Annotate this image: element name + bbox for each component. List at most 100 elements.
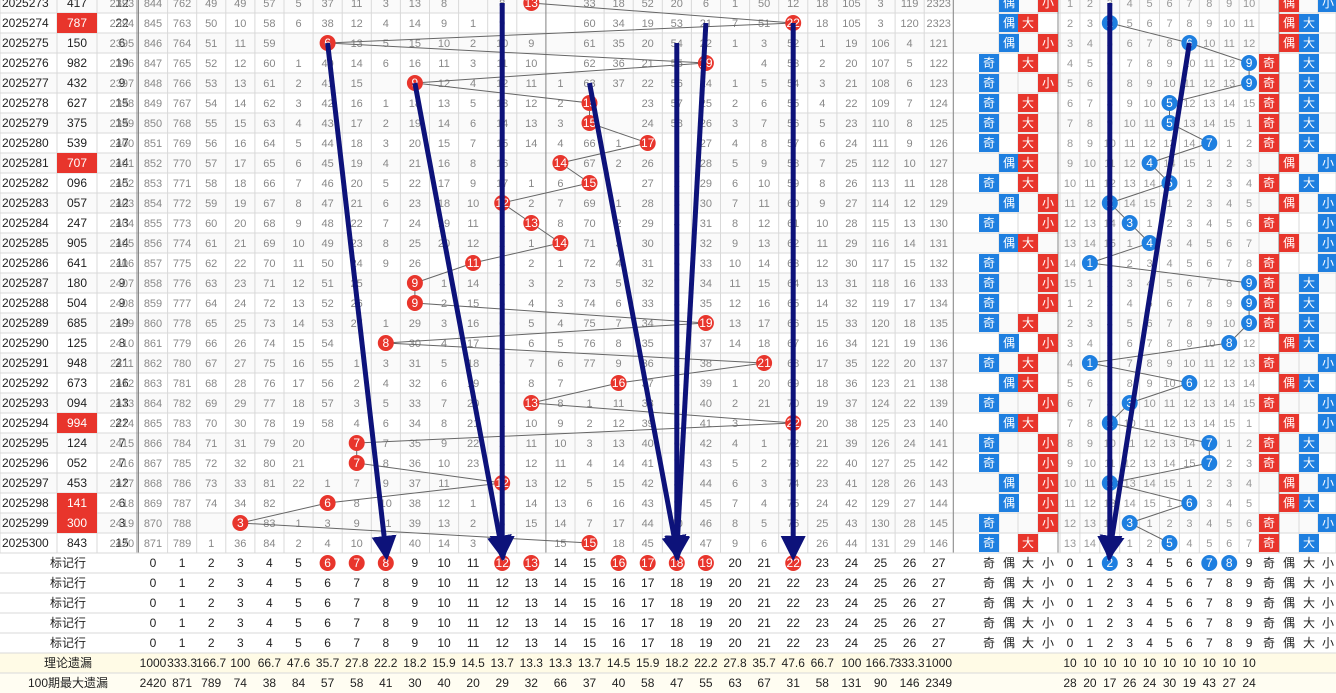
miss-cell: 14 — [554, 518, 566, 530]
miss-cell: 31 — [234, 438, 246, 450]
tail-miss-cell: 1 — [1246, 418, 1252, 430]
miss-cell: 129 — [930, 198, 948, 210]
miss-cell: 27 — [700, 138, 712, 150]
bs-label: 小 — [1042, 256, 1054, 270]
mark-sum-cell: 6 — [324, 636, 331, 650]
stats-sum-cell: 131 — [841, 676, 861, 690]
tail-bs-label: 小 — [1322, 156, 1334, 170]
tail-oe-cell — [1279, 14, 1299, 32]
sum-ball — [523, 215, 540, 231]
tail-miss-cell: 11 — [1164, 398, 1175, 410]
number-cell: 843 — [67, 536, 87, 550]
tail-miss-cell: 8 — [1087, 418, 1093, 430]
miss-cell: 13 — [903, 218, 915, 230]
period-cell: 2025284 — [2, 216, 49, 230]
miss-cell: 5 — [383, 178, 389, 190]
period-cell: 2025275 — [2, 36, 49, 50]
mark-sum-cell: 14 — [554, 556, 568, 570]
miss-cell: 11 — [438, 58, 449, 70]
miss-cell: 10 — [903, 158, 915, 170]
mark-tail-cell: 0 — [1067, 596, 1074, 610]
miss-cell: 17 — [351, 118, 363, 130]
tail-bs-cell — [1318, 354, 1336, 372]
mark-sum-cell: 12 — [496, 556, 510, 570]
mark-sum-cell: 15 — [583, 596, 597, 610]
tail-miss-cell: 13 — [1124, 178, 1136, 190]
mark-oebs-cell: 大 — [1022, 556, 1034, 570]
tail-miss-cell: 12 — [1064, 218, 1076, 230]
stats-sum-cell: 18.2 — [665, 656, 689, 670]
number-cell: 094 — [67, 396, 87, 410]
miss-cell: 67 — [263, 198, 275, 210]
sum-cell: 19 — [115, 56, 129, 70]
miss-cell: 13 — [438, 518, 450, 530]
tail-miss-cell: 3 — [1206, 198, 1212, 210]
miss-cell: 12 — [554, 478, 566, 490]
miss-cell: 81 — [263, 478, 275, 490]
sum-ball — [348, 435, 365, 451]
miss-cell: 122 — [871, 358, 889, 370]
miss-cell: 24 — [845, 138, 857, 150]
stats-sum-cell: 66.7 — [258, 656, 282, 670]
oe-label: 偶 — [1003, 36, 1015, 50]
tail-miss-cell: 14 — [1124, 498, 1136, 510]
stats-tail-cell: 10 — [1242, 656, 1256, 670]
miss-cell: 3 — [528, 278, 534, 290]
tail-oe-cell — [1259, 94, 1279, 112]
miss-cell: 61 — [583, 38, 595, 50]
tail-ball — [1161, 95, 1178, 111]
miss-cell: 4 — [761, 498, 767, 510]
mark-sum-cell: 19 — [699, 616, 713, 630]
stats-sum-cell: 84 — [292, 676, 306, 690]
miss-cell: 16 — [292, 358, 304, 370]
miss-cell: 8 — [441, 418, 447, 430]
miss-cell: 11 — [235, 38, 246, 50]
miss-cell: 16 — [467, 318, 479, 330]
tail-miss-cell: 11 — [1184, 78, 1195, 90]
mark-tail-cell: 3 — [1126, 636, 1133, 650]
miss-cell: 7 — [732, 198, 738, 210]
sum-cell: 3 — [119, 516, 126, 530]
sum-cell: 14 — [115, 156, 129, 170]
mark-tail-cell: 7 — [1206, 576, 1213, 590]
tail-miss-cell: 4 — [1067, 358, 1073, 370]
miss-cell: 6 — [295, 158, 301, 170]
mark-sum-cell: 24 — [845, 616, 859, 630]
bs-label: 小 — [1042, 396, 1054, 410]
miss-cell: 125 — [871, 418, 889, 430]
mark-tail-cell: 0 — [1067, 636, 1074, 650]
oe-cell — [979, 214, 999, 232]
tail-miss-cell: 2 — [1087, 0, 1093, 10]
miss-cell: 32 — [845, 298, 857, 310]
sum-cell: 6 — [119, 496, 126, 510]
mark-oebs-cell: 奇 — [983, 636, 995, 650]
miss-cell: 23 — [467, 458, 479, 470]
tail-ball — [1201, 435, 1218, 451]
tail-ball — [1081, 255, 1098, 271]
tail-miss-cell: 6 — [1087, 78, 1093, 90]
miss-cell: 864 — [144, 398, 162, 410]
miss-cell: 7 — [295, 178, 301, 190]
mark-sum-cell: 27 — [932, 616, 946, 630]
mark-oebs-cell: 奇 — [983, 616, 995, 630]
miss-cell: 5 — [616, 278, 622, 290]
miss-cell: 6 — [441, 378, 447, 390]
number-cell: 417 — [67, 0, 87, 10]
tail-ball — [1081, 355, 1098, 371]
miss-cell: 33 — [845, 318, 857, 330]
miss-cell: 79 — [263, 438, 275, 450]
stats-sum-cell: 166.7 — [865, 656, 895, 670]
mark-sum-cell: 8 — [382, 616, 389, 630]
miss-cell: 34 — [234, 498, 246, 510]
bs-label: 小 — [1042, 276, 1054, 290]
oe-label: 奇 — [983, 76, 995, 90]
bs-label: 小 — [1042, 0, 1054, 10]
miss-cell: 17 — [758, 318, 770, 330]
stats-row-bg — [0, 673, 1336, 693]
mark-sum-cell: 5 — [295, 556, 302, 570]
tail-ball-label: 5 — [1166, 96, 1173, 110]
mark-sum-cell: 8 — [382, 576, 389, 590]
miss-cell: 17 — [612, 518, 624, 530]
miss-cell: 31 — [845, 278, 857, 290]
mark-sum-cell: 7 — [353, 636, 360, 650]
